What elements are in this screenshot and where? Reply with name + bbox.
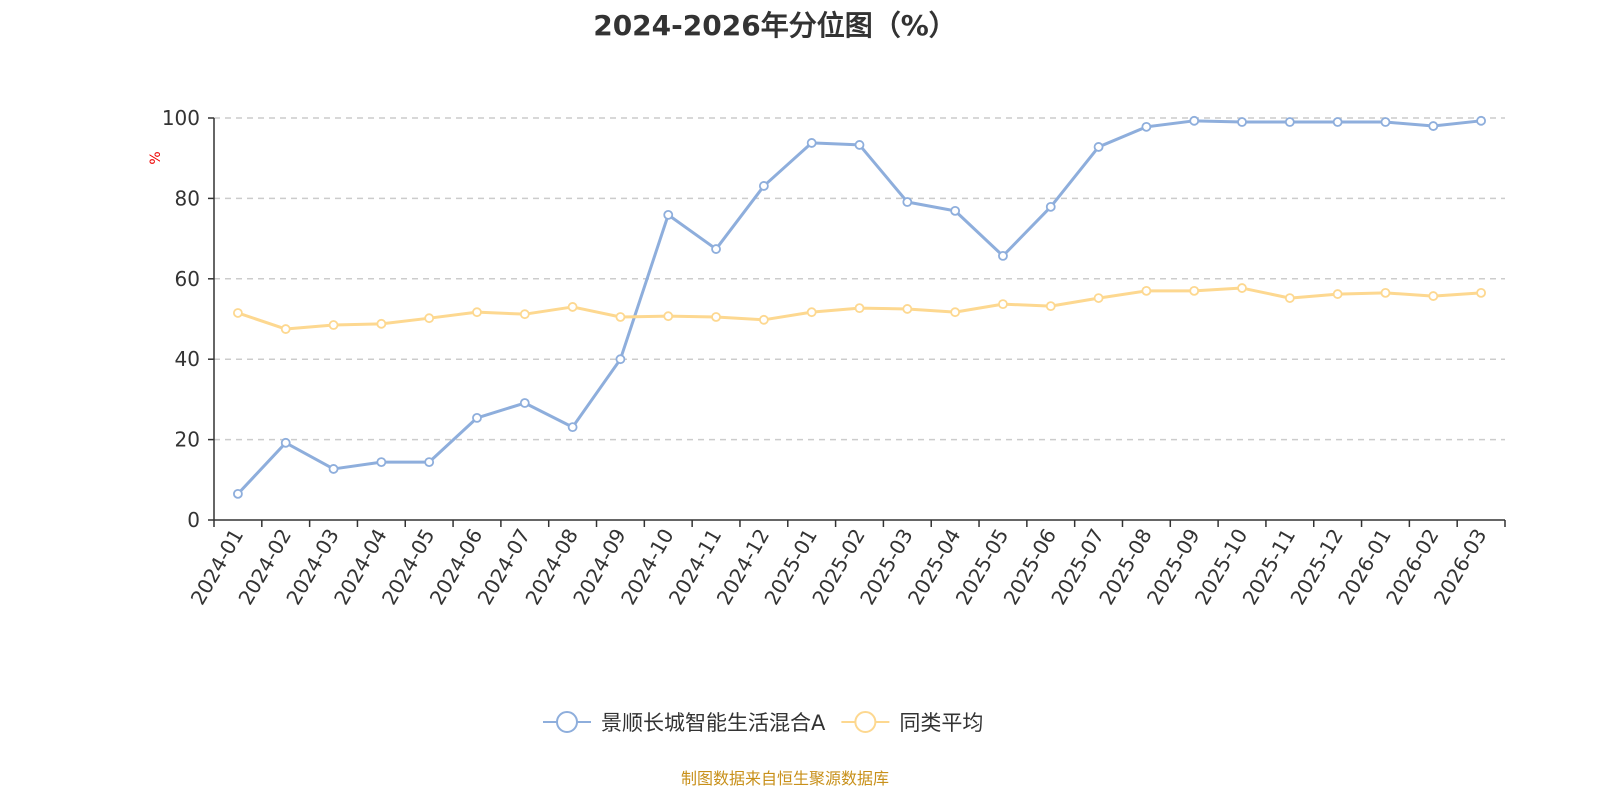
data-point: [376, 457, 387, 468]
data-point: [519, 398, 530, 408]
data-point: [1284, 293, 1295, 303]
data-point: [424, 313, 435, 324]
data-point: [567, 422, 578, 433]
data-point: [950, 307, 961, 318]
data-point: [1332, 289, 1343, 299]
data-point: [472, 307, 482, 318]
data-point: [280, 437, 291, 448]
data-point: [233, 488, 243, 499]
data-point: [711, 244, 721, 254]
legend-label: 同类平均: [899, 711, 983, 735]
data-point: [1237, 117, 1247, 127]
data-point: [902, 304, 913, 314]
data-point: [902, 197, 913, 207]
y-tick-label: 80: [175, 186, 200, 210]
data-point: [1141, 121, 1152, 132]
data-point: [758, 181, 769, 191]
data-point: [424, 457, 435, 468]
data-point: [1476, 115, 1486, 126]
data-point: [567, 302, 578, 312]
data-point: [854, 303, 865, 314]
legend-marker-icon: [854, 711, 877, 733]
data-point: [806, 138, 817, 148]
data-point: [519, 309, 530, 320]
data-point: [1093, 142, 1104, 152]
data-point: [1045, 201, 1056, 212]
chart-title: 2024-2026年分位图（%）: [593, 9, 957, 42]
data-point: [711, 312, 721, 322]
y-tick-label: 0: [187, 508, 200, 532]
data-point: [1476, 287, 1486, 298]
data-point: [233, 308, 243, 318]
y-tick-label: 40: [175, 347, 200, 371]
data-point: [998, 250, 1008, 261]
data-point: [615, 312, 626, 322]
y-tick-label: 100: [162, 106, 200, 130]
data-point: [1332, 117, 1343, 127]
data-point: [1284, 117, 1295, 127]
y-tick-label: 20: [175, 428, 200, 452]
data-point: [758, 314, 769, 325]
data-point: [806, 307, 817, 318]
data-point: [663, 209, 674, 220]
data-point: [1428, 291, 1439, 301]
data-point: [854, 140, 865, 150]
data-point: [376, 318, 387, 329]
data-point: [1380, 117, 1391, 127]
data-source-note: 制图数据来自恒生聚源数据库: [680, 769, 889, 788]
data-point: [280, 324, 291, 334]
y-axis-label: %: [148, 151, 164, 164]
data-point: [1093, 293, 1104, 303]
data-point: [328, 320, 339, 330]
y-tick-label: 60: [175, 267, 200, 291]
data-point: [663, 311, 674, 322]
data-point: [1380, 287, 1391, 298]
data-point: [1189, 115, 1200, 126]
data-point: [1428, 121, 1439, 131]
data-point: [1237, 283, 1247, 293]
data-point: [328, 464, 339, 474]
data-point: [998, 299, 1008, 310]
data-point: [472, 412, 482, 423]
data-point: [1189, 285, 1200, 296]
data-point: [1045, 301, 1056, 312]
legend-marker-icon: [556, 711, 578, 733]
data-point: [950, 205, 961, 216]
data-point: [1141, 285, 1152, 296]
legend-label: 景顺长城智能生活混合A: [601, 711, 826, 735]
data-point: [615, 354, 626, 365]
